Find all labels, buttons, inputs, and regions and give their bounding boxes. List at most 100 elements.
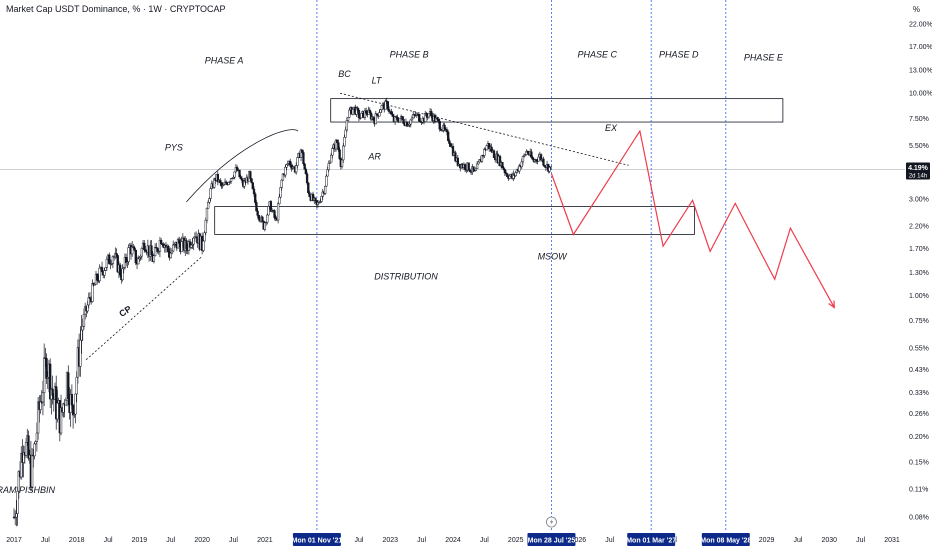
candle-body-196 — [249, 171, 252, 179]
candle-body-311 — [387, 109, 391, 112]
candle-body-288 — [360, 112, 363, 119]
candle-body-159 — [204, 219, 207, 234]
candle-body-390 — [483, 148, 486, 156]
candle-body-262 — [328, 161, 332, 164]
candle-body-368 — [456, 157, 459, 166]
date-marker-label-2: Mon 01 Mar '27 — [626, 538, 676, 545]
candle-body-210 — [266, 214, 269, 223]
annotations-layer: PHASE A PHASE B PHASE C PHASE D PHASE E BC LT P… — [0, 50, 784, 496]
candle-body-17 — [33, 443, 36, 457]
date-marker-badge-3 — [701, 533, 750, 546]
candle-body-421 — [520, 161, 523, 168]
candle-body-383 — [474, 168, 478, 171]
candle-body-67 — [93, 284, 96, 286]
candle-body-56 — [80, 329, 83, 341]
y-tick-label-17: 0.15% — [909, 459, 929, 466]
x-tick-label-4: 2019 — [132, 537, 148, 544]
candle-body-275 — [344, 129, 347, 138]
annotation-aram-pishbin: ARAM PISHBIN — [0, 485, 56, 495]
price-tag-layer: 4.19% 2d 14h — [906, 162, 930, 180]
x-tick-label-22: 2031 — [884, 537, 900, 544]
candle-body-101 — [134, 249, 137, 264]
x-tick-label-15: 2026 — [571, 537, 587, 544]
date-marker-label-1: Mon 28 Jul '25 — [528, 538, 576, 545]
candle-body-416 — [514, 172, 517, 177]
y-tick-label-2: 13.00% — [909, 68, 932, 75]
projection-arrowhead — [828, 300, 835, 309]
y-tick-label-7: 2.20% — [909, 224, 929, 231]
chart-title: Market Cap USDT Dominance, % · 1W · CRYP… — [6, 4, 226, 14]
candle-body-225 — [284, 166, 287, 176]
candle-body-100 — [133, 247, 136, 251]
candle-body-198 — [251, 182, 254, 190]
candle-body-139 — [180, 241, 183, 252]
candle-body-435 — [537, 156, 540, 162]
candle-body-226 — [285, 164, 288, 168]
candle-body-269 — [337, 142, 340, 150]
candle-body-360 — [447, 131, 450, 141]
trendline-0 — [340, 92, 629, 166]
candle-body-187 — [238, 169, 241, 178]
candle-body-4 — [17, 471, 20, 492]
x-tick-label-7: Jul — [229, 537, 238, 544]
candle-body-162 — [208, 198, 211, 203]
y-tick-label-5: 5.50% — [909, 143, 929, 150]
x-tick-label-13: Jul — [480, 537, 489, 544]
y-tick-label-0: 22.00% — [909, 22, 932, 29]
annotation-phase-c: PHASE C — [577, 50, 617, 60]
candle-body-39 — [59, 407, 63, 434]
candle-body-158 — [203, 232, 206, 242]
candle-body-300 — [374, 113, 377, 125]
projection-layer — [550, 129, 835, 309]
y-axis[interactable]: 22.00% 17.00% 13.00% 10.00% 7.50% 5.50% 3.00% 2… — [909, 22, 932, 522]
candle-body-95 — [127, 247, 130, 262]
candle-body-76 — [104, 267, 107, 271]
y-tick-label-12: 0.55% — [909, 345, 929, 352]
candle-body-445 — [549, 165, 552, 168]
candle-body-143 — [185, 240, 188, 250]
candle-body-174 — [222, 184, 226, 186]
candle-body-301 — [375, 113, 379, 116]
candle-body-169 — [216, 173, 219, 183]
candle-body-270 — [338, 149, 341, 160]
date-marker-label-0: Mon 01 Nov '21 — [292, 538, 343, 545]
candle-body-258 — [324, 185, 327, 194]
candle-body-313 — [390, 111, 393, 115]
candle-body-263 — [330, 154, 333, 163]
candle-body-122 — [159, 240, 163, 245]
candle-body-178 — [227, 182, 230, 186]
annotation-lt: LT — [372, 75, 383, 85]
candle-body-240 — [302, 152, 305, 165]
x-axis[interactable]: 2017 Jul 2018 Jul 2019 Jul 2020 Jul 2021 Jul 2023 J… — [6, 533, 900, 546]
candle-body-206 — [261, 216, 264, 222]
x-tick-label-8: 2021 — [257, 537, 273, 544]
candle-body-25 — [43, 357, 46, 393]
candle-body-274 — [343, 137, 346, 147]
candle-body-322 — [401, 116, 404, 120]
date-marker-badge-1 — [527, 533, 576, 546]
x-tick-label-6: 2020 — [194, 537, 210, 544]
projection-path — [550, 129, 835, 308]
candle-body-314 — [391, 114, 394, 117]
candle-body-429 — [530, 151, 533, 158]
x-tick-label-11: Jul — [417, 537, 426, 544]
candle-body-354 — [439, 128, 443, 131]
y-tick-label-1: 17.00% — [909, 44, 932, 51]
lightning-icon-glyph — [549, 518, 554, 526]
annotation-msow: MSOW — [538, 252, 569, 262]
x-tick-label-1: Jul — [41, 537, 50, 544]
candle-body-384 — [475, 163, 479, 170]
candle-body-57 — [81, 326, 84, 331]
y-tick-label-10: 1.00% — [909, 293, 929, 300]
candle-body-15 — [30, 454, 34, 488]
annotation-ar: AR — [367, 151, 381, 161]
candle-body-220 — [278, 196, 281, 205]
candle-body-267 — [334, 139, 338, 150]
candle-body-203 — [257, 215, 260, 220]
candle-body-277 — [346, 117, 350, 121]
lightning-icon[interactable] — [546, 516, 557, 528]
annotation-ex: EX — [605, 123, 618, 133]
candle-body-330 — [410, 117, 414, 121]
candle-body-281 — [351, 109, 355, 115]
